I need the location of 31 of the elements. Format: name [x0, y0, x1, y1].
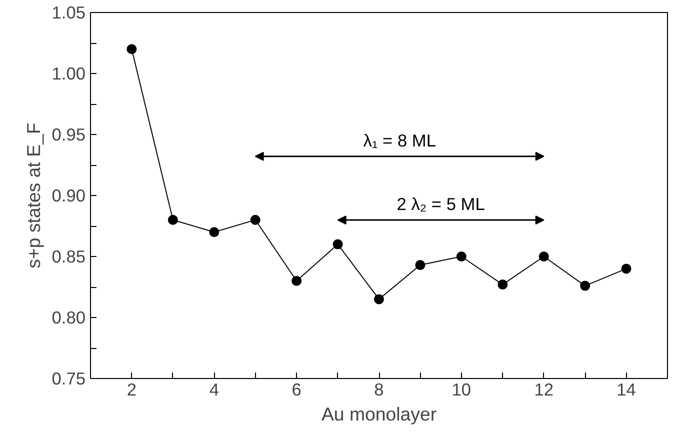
- y-tick-label: 0.95: [52, 124, 86, 144]
- point: [538, 252, 549, 262]
- point: [456, 252, 466, 262]
- y-axis-title: s+p states at E_F: [22, 122, 44, 268]
- x-tick-label: 2: [126, 380, 137, 400]
- text: 0.80: [52, 308, 86, 328]
- point: [250, 214, 260, 225]
- y-tick-label: 1.05: [52, 2, 86, 22]
- annotation: λ₁ = 8 ML: [363, 130, 436, 150]
- point: [209, 227, 220, 238]
- y-tick-label: 0.75: [52, 368, 86, 388]
- x-tick-label: 4: [209, 380, 220, 400]
- x-tick-label: 14: [616, 380, 636, 400]
- y-tick-label: 0.85: [52, 246, 86, 266]
- point: [332, 239, 343, 250]
- x-tick-label: 8: [374, 380, 384, 400]
- point: [292, 276, 302, 286]
- point: [126, 44, 137, 54]
- x-axis-title: Au monolayer: [321, 404, 437, 424]
- point: [374, 294, 384, 304]
- text: 0.90: [52, 186, 86, 206]
- point: [498, 280, 508, 290]
- x-tick-label: 6: [292, 380, 302, 400]
- x-tick-label: 10: [452, 380, 472, 400]
- x-tick-label: 12: [534, 380, 554, 400]
- point: [415, 260, 426, 270]
- point: [168, 214, 178, 225]
- point: [621, 264, 632, 274]
- annotation: 2 λ₂ = 5 ML: [396, 194, 486, 214]
- point: [580, 280, 590, 291]
- text: 1.00: [52, 64, 86, 84]
